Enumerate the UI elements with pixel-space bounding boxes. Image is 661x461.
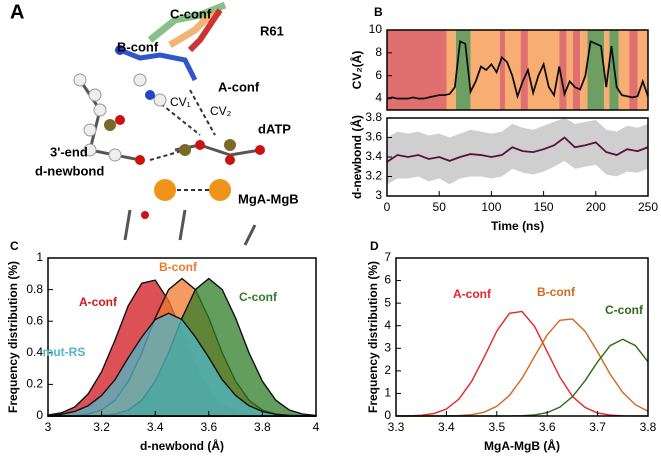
data-line xyxy=(395,310,649,417)
state-region xyxy=(629,30,638,110)
structure-label: dATP xyxy=(258,121,291,136)
y-tick-label: 8 xyxy=(375,45,382,59)
data-line xyxy=(386,40,649,100)
state-region xyxy=(520,30,528,110)
x-tick-label: 3 xyxy=(45,420,52,434)
x-tick-label: 200 xyxy=(586,200,606,214)
x-tick-label: 4 xyxy=(313,420,320,434)
y-tick-label: 3.6 xyxy=(365,130,382,144)
y-tick-label: 3.8 xyxy=(365,110,382,124)
data-line xyxy=(386,136,649,163)
x-axis-label: d-newbond (Å) xyxy=(140,438,224,453)
y-tick-label: 4 xyxy=(375,91,382,105)
y-axis-label: Frequency distribution (%) xyxy=(366,261,380,413)
x-tick-label: 3.6 xyxy=(200,420,217,434)
structure-label: A-conf xyxy=(218,79,260,94)
series-label: C-conf xyxy=(239,290,278,304)
series-label: A-conf xyxy=(79,295,118,309)
x-tick-label: 150 xyxy=(534,200,554,214)
series-label: C-conf xyxy=(605,303,644,317)
structure-label: 3'-end xyxy=(50,144,88,159)
structure-label: CV₁ xyxy=(170,95,191,109)
y-tick-label: 4 xyxy=(384,318,391,332)
structure-label: C-conf xyxy=(170,6,212,21)
plot-frame xyxy=(386,29,649,111)
series-label: B-conf xyxy=(537,285,576,299)
state-region xyxy=(587,30,605,110)
x-tick-label: 100 xyxy=(481,200,501,214)
x-tick-label: 3.4 xyxy=(438,420,455,434)
x-tick-label: 250 xyxy=(638,200,658,214)
state-region xyxy=(637,30,648,110)
state-region xyxy=(504,30,521,110)
y-tick-label: 0 xyxy=(384,408,391,422)
panel-letter: A xyxy=(10,1,24,23)
structure-label: B-conf xyxy=(117,39,159,54)
y-tick-label: 0.6 xyxy=(26,313,43,327)
y-tick-label: 6 xyxy=(375,68,382,82)
series-label: B-conf xyxy=(159,260,198,274)
state-region xyxy=(572,30,581,110)
y-axis-label: d-newbond (Å) xyxy=(349,115,364,199)
x-tick-label: 0 xyxy=(384,200,391,214)
state-region xyxy=(566,30,573,110)
x-tick-label: 3.7 xyxy=(589,420,606,434)
state-region xyxy=(618,30,630,110)
y-tick-label: 10 xyxy=(369,22,383,36)
state-region xyxy=(580,30,588,110)
y-tick-label: 0 xyxy=(36,408,43,422)
y-tick-label: 0.2 xyxy=(26,377,43,391)
state-region xyxy=(499,30,505,110)
structure-label: CV₂ xyxy=(210,104,232,118)
y-axis-label: Frequency distribution (%) xyxy=(6,261,20,413)
series-label: A-conf xyxy=(453,287,492,301)
y-tick-label: 7 xyxy=(384,250,391,264)
data-line xyxy=(396,318,649,417)
y-tick-label: 5 xyxy=(384,295,391,309)
panel-letter: D xyxy=(370,239,379,253)
y-tick-label: 2 xyxy=(384,363,391,377)
x-tick-label: 3.8 xyxy=(640,420,657,434)
y-tick-label: 6 xyxy=(384,273,391,287)
structure-label: MgA-MgB xyxy=(238,191,299,206)
panel-letter: C xyxy=(10,239,19,253)
y-tick-label: 1 xyxy=(384,386,391,400)
x-axis-label: Time (ns) xyxy=(491,219,544,233)
y-tick-label: 3.2 xyxy=(365,169,382,183)
x-tick-label: 3.8 xyxy=(254,420,271,434)
plot-frame xyxy=(395,257,649,417)
state-region xyxy=(527,30,560,110)
y-tick-label: 3.4 xyxy=(365,149,382,163)
x-axis-label: MgA-MgB (Å) xyxy=(484,438,560,453)
state-region xyxy=(446,30,456,110)
y-tick-label: 3 xyxy=(375,188,382,202)
state-region xyxy=(387,30,447,110)
panel-letter: B xyxy=(374,5,383,19)
y-tick-label: 0.4 xyxy=(26,345,43,359)
state-region xyxy=(604,30,610,110)
x-tick-label: 3.6 xyxy=(539,420,556,434)
y-tick-label: 0.8 xyxy=(26,282,43,296)
plot-frame xyxy=(47,257,317,417)
y-tick-label: 3 xyxy=(384,340,391,354)
x-tick-label: 50 xyxy=(433,200,447,214)
series-label: mut-RS xyxy=(43,345,86,359)
molecule-sketch xyxy=(73,1,265,246)
x-tick-label: 3.3 xyxy=(388,420,405,434)
structure-label: d-newbond xyxy=(35,163,104,178)
x-tick-label: 3.4 xyxy=(147,420,164,434)
x-tick-label: 3.5 xyxy=(488,420,505,434)
y-axis-label: CV₂(Å) xyxy=(349,51,364,90)
state-region xyxy=(559,30,567,110)
range-band xyxy=(387,118,648,185)
structure-label: R61 xyxy=(260,23,284,38)
y-tick-label: 1 xyxy=(36,250,43,264)
x-tick-label: 3.2 xyxy=(93,420,110,434)
